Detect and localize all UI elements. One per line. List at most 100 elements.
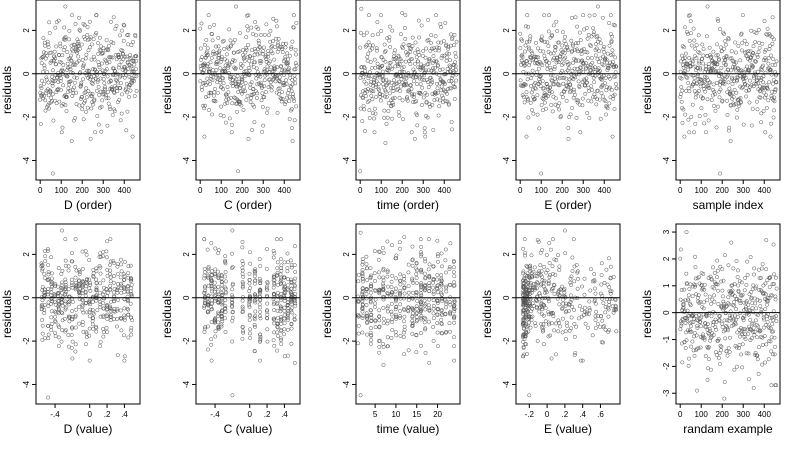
data-point	[63, 277, 68, 282]
data-point	[770, 15, 775, 20]
data-point	[108, 314, 113, 319]
data-point	[94, 288, 99, 292]
data-point	[742, 288, 747, 293]
data-point	[398, 282, 403, 287]
x-tick-label: -.4	[210, 410, 220, 419]
data-point	[746, 377, 751, 382]
data-point	[50, 83, 55, 88]
data-point	[241, 309, 245, 314]
data-point	[419, 315, 423, 320]
data-point	[368, 299, 373, 304]
data-point	[90, 300, 95, 304]
data-point	[569, 274, 574, 279]
data-point	[234, 82, 239, 87]
data-point	[375, 20, 380, 25]
data-point	[764, 297, 769, 302]
data-point	[107, 104, 112, 109]
data-point	[551, 82, 556, 87]
data-point	[724, 349, 729, 354]
data-point	[70, 325, 74, 330]
y-axis-label: residuals	[160, 290, 174, 338]
data-point	[772, 108, 777, 113]
data-point	[689, 329, 694, 334]
data-point	[761, 80, 766, 85]
data-point	[381, 245, 385, 250]
data-point	[289, 88, 294, 93]
data-point	[423, 350, 428, 355]
data-point	[74, 307, 79, 312]
y-tick-label: -4	[662, 156, 671, 164]
data-point	[414, 272, 419, 277]
data-point	[690, 294, 695, 299]
data-point	[275, 348, 280, 353]
data-point	[115, 100, 120, 105]
data-point	[560, 75, 565, 80]
data-point	[421, 95, 426, 100]
data-point	[105, 290, 110, 295]
data-point	[550, 237, 555, 242]
data-point	[744, 351, 749, 356]
data-point	[763, 47, 768, 52]
data-point	[258, 287, 263, 292]
data-point	[240, 63, 245, 68]
data-point	[603, 99, 608, 104]
data-point	[435, 277, 440, 282]
data-point	[701, 84, 706, 88]
data-point	[272, 65, 277, 70]
data-point	[401, 335, 406, 340]
data-point	[402, 352, 407, 357]
data-point	[562, 75, 567, 80]
data-point	[269, 45, 274, 50]
plot-frame	[35, 0, 141, 181]
data-point	[385, 321, 390, 326]
data-point	[209, 281, 214, 286]
data-point	[529, 49, 534, 54]
data-point	[92, 97, 97, 102]
data-point	[439, 56, 444, 60]
data-point	[680, 106, 685, 111]
data-point	[87, 258, 92, 263]
data-point	[410, 258, 415, 263]
data-point	[598, 68, 602, 73]
data-point	[726, 128, 731, 133]
data-point	[425, 80, 430, 85]
data-point	[56, 266, 61, 270]
data-point	[286, 57, 291, 62]
data-point	[553, 48, 558, 53]
data-point	[451, 265, 456, 270]
data-point	[561, 30, 566, 35]
data-point	[42, 287, 47, 292]
data-point	[242, 85, 247, 90]
data-point	[369, 282, 374, 287]
data-point	[216, 310, 220, 315]
data-point	[521, 291, 526, 295]
data-point	[716, 104, 720, 109]
data-point	[718, 314, 723, 319]
data-point	[393, 314, 398, 319]
data-point	[602, 280, 607, 285]
data-point	[735, 107, 740, 112]
data-point	[58, 41, 63, 46]
data-point	[534, 298, 539, 303]
data-point	[230, 265, 235, 269]
data-point	[66, 314, 71, 319]
data-point	[252, 315, 257, 320]
data-point	[414, 260, 419, 265]
data-point	[91, 54, 96, 59]
data-point	[39, 61, 44, 66]
data-point	[405, 89, 410, 94]
data-point	[560, 307, 565, 311]
data-point	[684, 75, 689, 79]
data-point	[556, 318, 561, 323]
data-point	[769, 121, 774, 126]
data-point	[112, 299, 117, 304]
data-point	[269, 85, 274, 90]
y-axis-label: residuals	[640, 66, 654, 114]
data-point	[521, 354, 526, 359]
data-point	[587, 308, 592, 313]
data-point	[249, 62, 253, 67]
data-point	[769, 72, 774, 77]
data-point	[289, 46, 293, 51]
data-point	[717, 361, 722, 366]
data-point	[568, 276, 573, 281]
